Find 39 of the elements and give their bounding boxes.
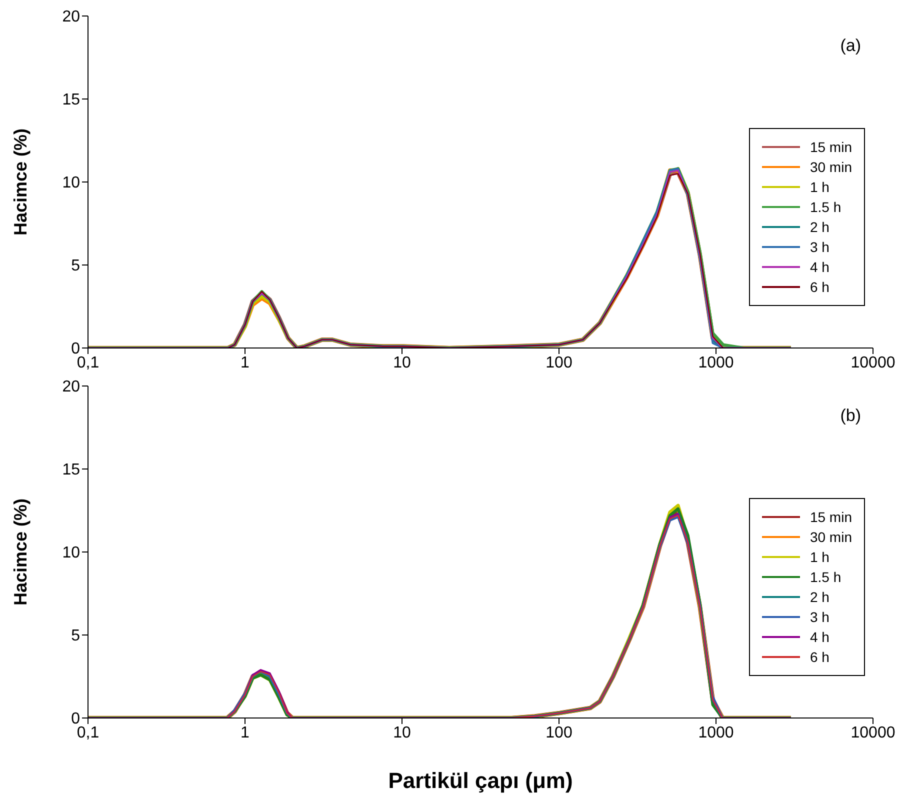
x-tick-label: 1 xyxy=(240,354,250,372)
x-tick-label: 100 xyxy=(546,724,572,742)
x-tick-label: 100 xyxy=(546,354,572,372)
x-tick-label: 10000 xyxy=(850,354,896,372)
legend-label: 1.5 h xyxy=(810,569,842,585)
x-tick-label: 10 xyxy=(393,354,411,372)
legend-label: 6 h xyxy=(810,649,830,665)
x-tick-label: 1000 xyxy=(698,354,734,372)
y-tick-label: 15 xyxy=(62,462,80,479)
x-tick-label: 1 xyxy=(240,724,250,742)
x-axis-title: Partikül çapı (μm) xyxy=(388,768,573,793)
x-tick-label: 10000 xyxy=(850,724,896,742)
annotation: (a) xyxy=(840,36,861,56)
x-tick-label: 1000 xyxy=(698,724,734,742)
y-axis-title: Hacimce (%) xyxy=(10,498,30,606)
y-tick-label: 10 xyxy=(62,544,80,562)
legend-label: 3 h xyxy=(810,239,830,255)
legend-label: 4 h xyxy=(810,629,830,645)
y-tick-label: 5 xyxy=(71,258,80,275)
x-tick-label: 10 xyxy=(393,724,411,742)
y-tick-label: 20 xyxy=(62,8,80,26)
y-tick-label: 20 xyxy=(62,378,80,396)
legend-label: 30 min xyxy=(810,159,852,175)
legend-label: 15 min xyxy=(810,139,852,155)
legend-label: 1 h xyxy=(810,549,830,565)
legend-label: 3 h xyxy=(810,609,830,625)
y-axis-title: Hacimce (%) xyxy=(10,128,30,236)
legend-label: 2 h xyxy=(810,219,830,235)
annotation: (b) xyxy=(840,406,861,426)
legend-label: 1 h xyxy=(810,179,830,195)
legend-label: 2 h xyxy=(810,589,830,605)
legend-label: 4 h xyxy=(810,259,830,275)
y-tick-label: 5 xyxy=(71,628,80,645)
legend-label: 1.5 h xyxy=(810,199,842,215)
legend-label: 30 min xyxy=(810,529,852,545)
y-tick-label: 10 xyxy=(62,174,80,192)
legend-label: 6 h xyxy=(810,279,830,295)
y-tick-label: 15 xyxy=(62,92,80,109)
legend-label: 15 min xyxy=(810,509,852,525)
